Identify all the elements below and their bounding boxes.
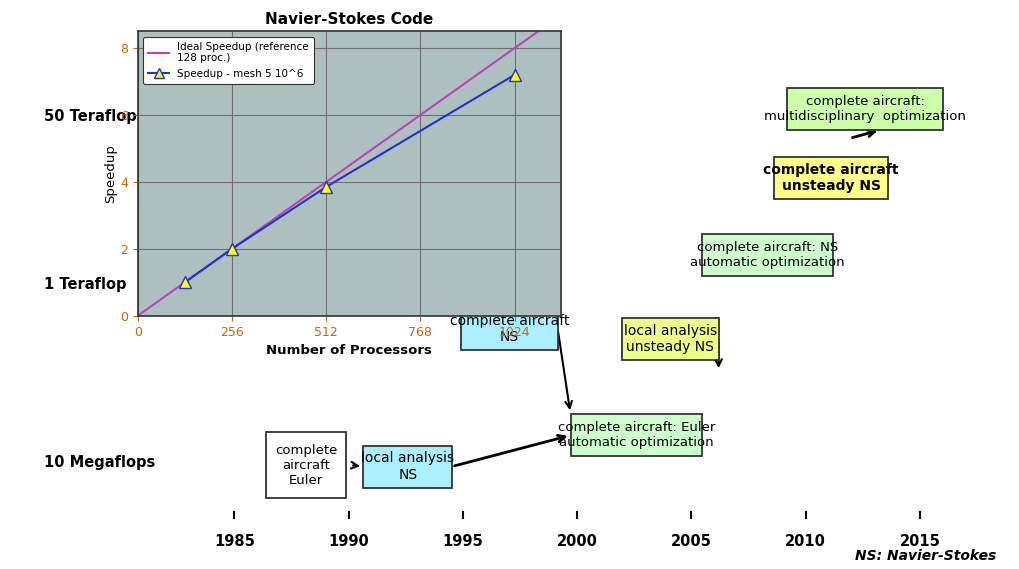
Text: complete aircraft
unsteady NS: complete aircraft unsteady NS: [762, 163, 898, 193]
Text: 2015: 2015: [899, 534, 940, 550]
FancyBboxPatch shape: [461, 308, 557, 350]
Text: 10 Megaflops: 10 Megaflops: [44, 455, 155, 470]
Text: 2005: 2005: [671, 534, 711, 550]
Text: 1990: 1990: [328, 534, 369, 550]
FancyBboxPatch shape: [363, 446, 451, 488]
Text: local analysis
unsteady NS: local analysis unsteady NS: [624, 324, 716, 354]
Text: 1 Teraflop: 1 Teraflop: [44, 277, 126, 292]
FancyBboxPatch shape: [621, 318, 718, 360]
Text: complete aircraft
NS: complete aircraft NS: [449, 314, 569, 344]
FancyBboxPatch shape: [701, 234, 833, 276]
Text: 2000: 2000: [556, 534, 597, 550]
Text: complete
aircraft
Euler: complete aircraft Euler: [275, 444, 337, 486]
FancyBboxPatch shape: [773, 157, 888, 199]
Text: 2010: 2010: [785, 534, 825, 550]
FancyBboxPatch shape: [786, 88, 943, 130]
Legend: Ideal Speedup (reference
128 proc.), Speedup - mesh 5 10^6: Ideal Speedup (reference 128 proc.), Spe…: [143, 36, 314, 84]
Text: complete aircraft: Euler
automatic optimization: complete aircraft: Euler automatic optim…: [557, 422, 714, 450]
Text: local analysis
NS: local analysis NS: [361, 451, 453, 481]
FancyBboxPatch shape: [571, 414, 701, 456]
X-axis label: Number of Processors: Number of Processors: [266, 344, 432, 357]
Text: 50 Teraflops: 50 Teraflops: [44, 109, 145, 123]
Text: complete aircraft:
multidisciplinary  optimization: complete aircraft: multidisciplinary opt…: [763, 94, 965, 123]
Text: NS: Navier-Stokes: NS: Navier-Stokes: [854, 549, 996, 563]
FancyBboxPatch shape: [266, 432, 346, 498]
Text: 1995: 1995: [442, 534, 483, 550]
Text: 1985: 1985: [214, 534, 255, 550]
Text: complete aircraft: NS
automatic optimization: complete aircraft: NS automatic optimiza…: [690, 241, 844, 269]
Y-axis label: Speedup: Speedup: [104, 144, 117, 203]
Title: Navier-Stokes Code: Navier-Stokes Code: [265, 13, 433, 27]
